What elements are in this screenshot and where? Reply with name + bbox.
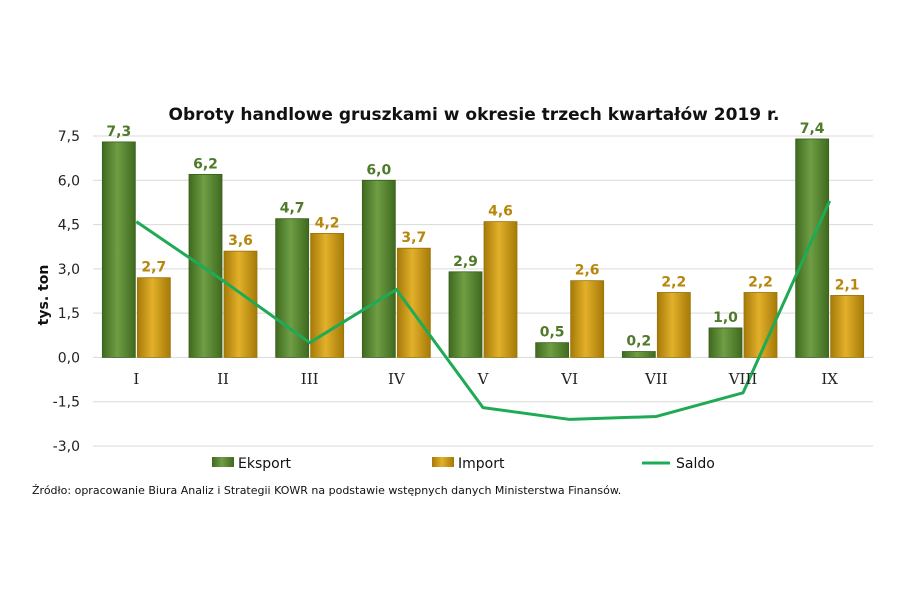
y-tick-label: 4,5 (58, 218, 80, 234)
y-tick-label: 7,5 (58, 129, 80, 145)
bar-eksport (188, 173, 223, 358)
legend-label-saldo: Saldo (676, 456, 715, 472)
x-tick-label: VI (560, 370, 578, 388)
bar-eksport (101, 141, 136, 358)
legend-label-import: Import (458, 456, 505, 472)
bar-import (310, 233, 345, 358)
bar-import (656, 292, 691, 358)
bar-eksport (448, 271, 483, 358)
y-tick-label: -1,5 (53, 395, 80, 411)
chart-title: Obroty handlowe gruszkami w okresie trze… (169, 105, 780, 125)
bars (101, 138, 865, 358)
line-saldo (135, 200, 832, 421)
x-tick-label: II (217, 370, 229, 388)
data-label-eksport: 6,0 (366, 162, 391, 178)
bar-import (483, 221, 518, 358)
x-tick-label: III (301, 370, 319, 388)
x-tick-label: I (133, 370, 139, 388)
data-label-eksport: 0,2 (626, 334, 651, 350)
bar-import (570, 280, 605, 358)
source-note: Źródło: opracowanie Biura Analiz i Strat… (32, 484, 621, 497)
data-label-import: 2,6 (575, 263, 600, 279)
y-axis-label: tys. ton (36, 265, 52, 326)
data-label-import: 2,1 (835, 277, 860, 293)
x-tick-label: IX (821, 370, 838, 388)
data-label-import: 3,6 (228, 233, 253, 249)
legend-swatch-import (432, 457, 454, 467)
y-axis: 7,5 6,0 4,5 3,0 1,5 0,0 -1,5 -3,0 (53, 129, 80, 455)
y-tick-label: 1,5 (58, 306, 80, 322)
legend: Eksport Import Saldo (212, 456, 715, 472)
x-tick-label: VIII (728, 370, 758, 388)
data-label-eksport: 4,7 (280, 201, 305, 217)
data-label-eksport: 7,3 (106, 124, 131, 140)
legend-swatch-eksport (212, 457, 234, 467)
bar-import (396, 247, 431, 358)
bar-eksport (795, 138, 830, 358)
bar-eksport (535, 342, 570, 358)
bar-eksport (361, 179, 396, 358)
data-label-import: 4,2 (315, 215, 340, 231)
data-label-eksport: 1,0 (713, 310, 738, 326)
y-tick-label: -3,0 (53, 439, 80, 455)
x-tick-label: IV (388, 370, 406, 388)
data-label-eksport: 6,2 (193, 156, 218, 172)
bar-eksport (708, 327, 743, 358)
data-label-import: 4,6 (488, 204, 513, 220)
bar-import (830, 295, 865, 358)
grid (93, 135, 873, 447)
bar-eksport (621, 351, 656, 358)
data-label-import: 3,7 (401, 230, 426, 246)
y-tick-label: 0,0 (58, 350, 80, 366)
data-label-eksport: 2,9 (453, 254, 478, 270)
data-label-import: 2,2 (661, 274, 686, 290)
saldo-series (135, 200, 832, 421)
x-tick-label: V (477, 370, 490, 388)
y-tick-label: 6,0 (58, 173, 80, 189)
y-tick-label: 3,0 (58, 262, 80, 278)
data-labels: 7,3 2,7 6,2 3,6 4,7 4,2 6,0 3,7 2,9 4,6 0,5 2,6 0,2 2… (106, 121, 859, 350)
data-label-eksport: 0,5 (540, 325, 565, 341)
data-label-import: 2,7 (141, 260, 166, 276)
bar-import (223, 250, 258, 358)
legend-label-eksport: Eksport (238, 456, 291, 472)
bar-eksport (275, 218, 310, 358)
bar-import (136, 277, 171, 358)
data-label-eksport: 7,4 (800, 121, 825, 137)
bar-import (743, 292, 778, 358)
x-tick-label: VII (644, 370, 668, 388)
x-axis: I II III IV V VI VII VIII IX (133, 370, 838, 388)
data-label-import: 2,2 (748, 274, 773, 290)
